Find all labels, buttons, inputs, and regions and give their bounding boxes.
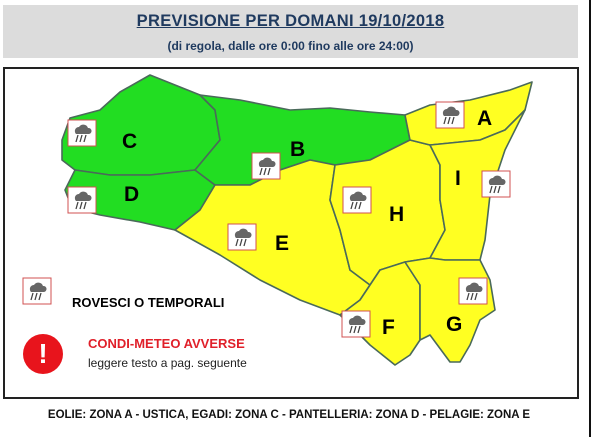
legend-alert-title: CONDI-METEO AVVERSE xyxy=(88,336,245,351)
page-edge xyxy=(589,0,591,437)
zone-label-F: F xyxy=(382,316,395,339)
zone-label-H: H xyxy=(389,203,404,226)
thunderstorm-rain-icon xyxy=(67,119,97,147)
legend-alert-text: leggere testo a pag. seguente xyxy=(88,356,247,370)
zone-label-A: A xyxy=(477,107,492,130)
thunderstorm-rain-icon xyxy=(342,186,372,214)
zone-label-I: I xyxy=(455,167,461,190)
page-subtitle: (di regola, dalle ore 0:00 fino alle ore… xyxy=(167,39,414,53)
thunderstorm-rain-icon xyxy=(481,170,511,198)
header: PREVISIONE PER DOMANI 19/10/2018 (di reg… xyxy=(3,5,578,58)
thunderstorm-rain-icon xyxy=(22,277,52,305)
thunderstorm-rain-icon xyxy=(251,152,281,180)
legend-storm-label: ROVESCI O TEMPORALI xyxy=(72,295,225,310)
zone-label-B: B xyxy=(290,138,305,161)
map-frame xyxy=(3,67,579,399)
zone-label-D: D xyxy=(124,183,139,206)
zone-label-G: G xyxy=(446,313,462,336)
thunderstorm-rain-icon xyxy=(67,186,97,214)
thunderstorm-rain-icon xyxy=(227,223,257,251)
zone-label-E: E xyxy=(275,232,289,255)
thunderstorm-rain-icon xyxy=(458,277,488,305)
thunderstorm-rain-icon xyxy=(435,101,465,129)
page-title: PREVISIONE PER DOMANI 19/10/2018 xyxy=(136,12,445,30)
islands-footer: EOLIE: ZONA A - USTICA, EGADI: ZONA C - … xyxy=(47,409,531,421)
zone-label-C: C xyxy=(122,130,137,153)
thunderstorm-rain-icon xyxy=(341,310,371,338)
exclamation-icon: ! xyxy=(23,334,63,374)
zone-I[interactable] xyxy=(429,109,526,261)
